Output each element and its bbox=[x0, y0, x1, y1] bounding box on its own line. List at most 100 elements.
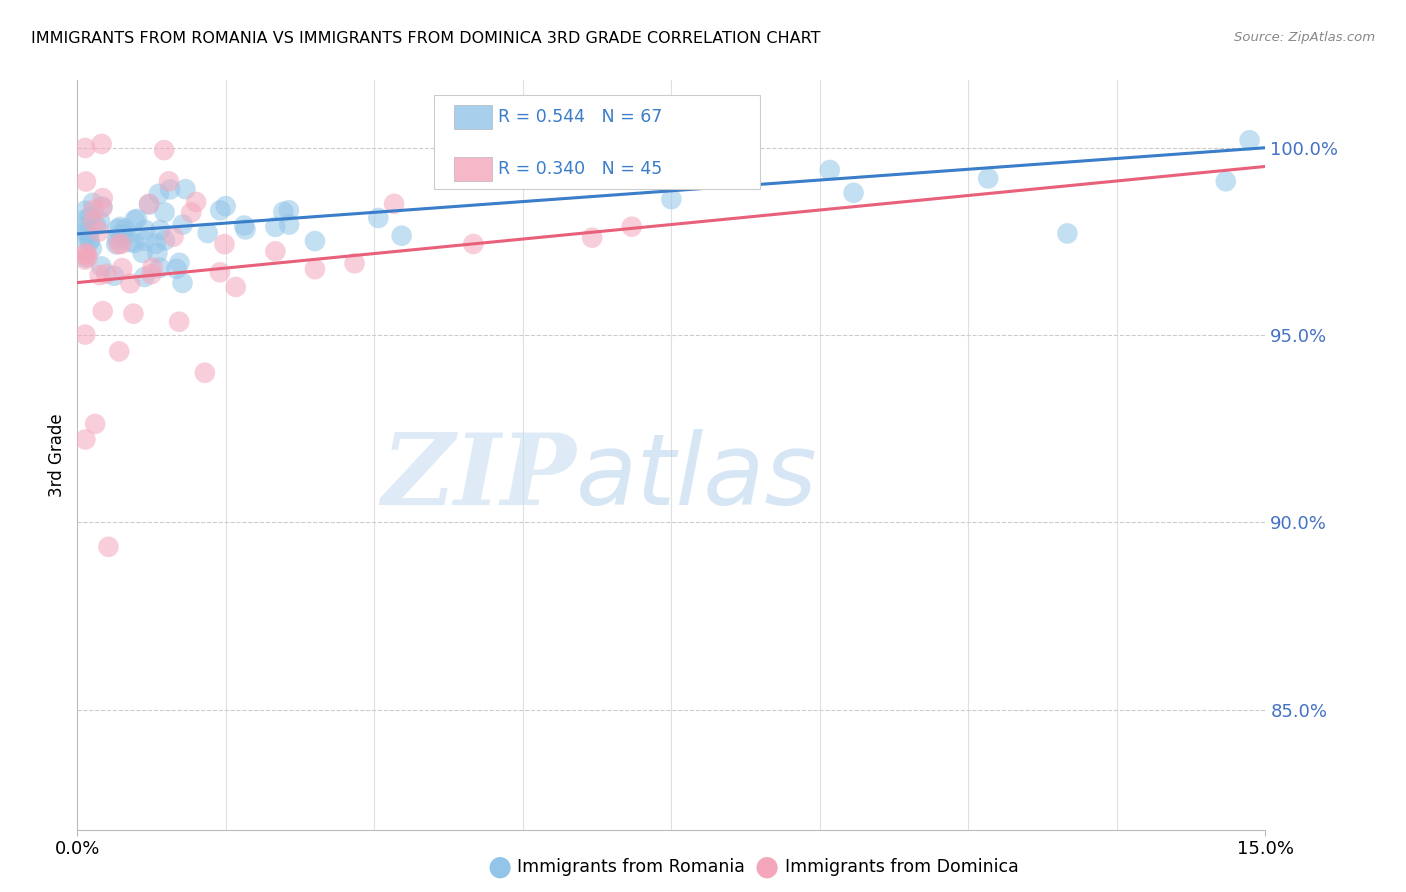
Text: ●: ● bbox=[754, 853, 779, 881]
Point bbox=[264, 244, 287, 259]
Text: IMMIGRANTS FROM ROMANIA VS IMMIGRANTS FROM DOMINICA 3RD GRADE CORRELATION CHART: IMMIGRANTS FROM ROMANIA VS IMMIGRANTS FR… bbox=[31, 31, 821, 46]
Point bbox=[75, 232, 97, 246]
Point bbox=[818, 163, 841, 178]
Point bbox=[76, 246, 98, 260]
Point bbox=[84, 417, 107, 431]
Point bbox=[463, 237, 485, 252]
Point bbox=[145, 236, 167, 251]
Point bbox=[75, 203, 97, 218]
Point bbox=[120, 235, 142, 250]
Point bbox=[304, 234, 326, 248]
Point bbox=[194, 366, 217, 380]
Point bbox=[172, 218, 194, 232]
Point bbox=[84, 219, 107, 233]
Point bbox=[75, 141, 97, 155]
Point bbox=[108, 344, 131, 359]
Point bbox=[134, 234, 156, 248]
Point bbox=[125, 211, 148, 226]
Point bbox=[209, 203, 232, 218]
Point bbox=[214, 199, 236, 213]
Point bbox=[80, 242, 103, 256]
Point bbox=[114, 222, 136, 236]
Point bbox=[97, 540, 120, 554]
Point bbox=[620, 219, 643, 234]
Point bbox=[89, 268, 111, 282]
Point bbox=[90, 260, 112, 274]
Point bbox=[138, 197, 160, 211]
Point bbox=[105, 237, 128, 252]
Point bbox=[124, 212, 146, 227]
Point bbox=[166, 261, 188, 276]
Point bbox=[83, 202, 105, 217]
Point bbox=[120, 277, 142, 291]
Text: Immigrants from Romania: Immigrants from Romania bbox=[517, 858, 745, 876]
Point bbox=[162, 229, 184, 244]
Text: R = 0.544   N = 67: R = 0.544 N = 67 bbox=[498, 108, 662, 127]
Point bbox=[277, 203, 299, 218]
Point bbox=[91, 304, 114, 318]
Point bbox=[91, 191, 114, 205]
Point bbox=[77, 234, 100, 248]
Point bbox=[89, 214, 111, 228]
Bar bbox=[454, 105, 492, 129]
Point bbox=[174, 182, 197, 196]
Point bbox=[75, 327, 97, 342]
Bar bbox=[454, 157, 492, 181]
Point bbox=[105, 232, 128, 246]
Point bbox=[149, 260, 172, 275]
Point bbox=[110, 236, 132, 251]
Point bbox=[225, 280, 247, 294]
Point bbox=[76, 250, 98, 264]
Point bbox=[94, 267, 117, 281]
Point bbox=[111, 261, 134, 276]
Text: Immigrants from Dominica: Immigrants from Dominica bbox=[785, 858, 1018, 876]
Point bbox=[149, 223, 172, 237]
Point bbox=[1056, 227, 1078, 241]
Point bbox=[134, 223, 156, 237]
Point bbox=[77, 226, 100, 240]
Text: R = 0.340   N = 45: R = 0.340 N = 45 bbox=[498, 160, 662, 178]
Point bbox=[304, 262, 326, 277]
Point bbox=[153, 143, 176, 157]
Point bbox=[146, 246, 169, 260]
Point bbox=[105, 222, 128, 236]
Point bbox=[278, 218, 301, 232]
Point bbox=[75, 225, 97, 239]
Point bbox=[159, 182, 181, 196]
Y-axis label: 3rd Grade: 3rd Grade bbox=[48, 413, 66, 497]
FancyBboxPatch shape bbox=[434, 95, 761, 189]
Point bbox=[169, 256, 191, 270]
Point bbox=[153, 205, 176, 219]
Point bbox=[180, 205, 202, 219]
Point bbox=[134, 270, 156, 285]
Point bbox=[91, 200, 114, 214]
Point bbox=[367, 211, 389, 225]
Point bbox=[110, 227, 132, 242]
Point bbox=[79, 235, 101, 249]
Point bbox=[114, 228, 136, 243]
Point bbox=[343, 256, 366, 270]
Point bbox=[79, 210, 101, 224]
Point bbox=[75, 212, 97, 227]
Point bbox=[235, 222, 257, 236]
Point bbox=[75, 174, 97, 188]
Text: ●: ● bbox=[486, 853, 512, 881]
Point bbox=[91, 201, 114, 215]
Point bbox=[264, 219, 287, 234]
Point bbox=[75, 219, 97, 234]
Point bbox=[1215, 174, 1237, 188]
Point bbox=[75, 433, 97, 447]
Point bbox=[75, 251, 97, 265]
Point bbox=[382, 197, 405, 211]
Point bbox=[141, 267, 163, 281]
Point bbox=[661, 192, 683, 206]
Point bbox=[107, 237, 129, 252]
Point bbox=[233, 219, 256, 233]
Point bbox=[87, 225, 110, 239]
Point bbox=[214, 237, 236, 252]
Point bbox=[110, 219, 132, 234]
Point bbox=[75, 252, 97, 267]
Point bbox=[138, 196, 160, 211]
Text: Source: ZipAtlas.com: Source: ZipAtlas.com bbox=[1234, 31, 1375, 45]
Point bbox=[103, 268, 125, 283]
